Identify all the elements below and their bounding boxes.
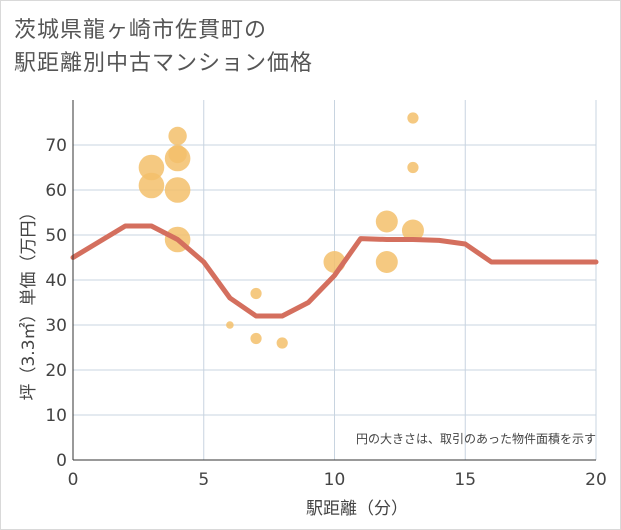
bubble-point-1 [138, 172, 165, 199]
bubble-point-15 [407, 161, 419, 174]
y-tick-label-0: 0 [56, 451, 67, 471]
x-axis-title: 駅距離（分） [306, 499, 408, 519]
chart-title: 茨城県龍ヶ崎市佐貫町の 駅距離別中古マンション価格 [14, 14, 313, 80]
chart-title-line2: 駅距離別中古マンション価格 [14, 51, 314, 76]
axes [72, 100, 596, 461]
y-tick-label-20: 20 [45, 361, 67, 381]
bubble-point-14 [407, 112, 419, 124]
bubble-point-12 [375, 210, 398, 233]
average-line-series [70, 223, 599, 319]
x-tick-label-20: 20 [585, 470, 607, 490]
y-tick-label-30: 30 [45, 316, 67, 336]
bubble-point-4 [164, 145, 191, 172]
x-tick-label-15: 15 [454, 470, 476, 490]
y-tick-label-70: 70 [45, 136, 67, 156]
y-tick-label-40: 40 [45, 271, 67, 291]
x-tick-label-5: 5 [198, 470, 209, 490]
bubble-point-5 [164, 177, 191, 203]
grid-lines [73, 100, 597, 460]
tick-labels: 0 10 20 30 40 50 60 70 0 5 10 15 20 [45, 136, 606, 490]
y-tick-label-50: 50 [45, 226, 67, 246]
bubble-point-7 [226, 321, 234, 329]
bubble-point-9 [250, 332, 262, 345]
chart-title-line1: 茨城県龍ヶ崎市佐貫町の [14, 18, 268, 43]
x-tick-label-0: 0 [68, 470, 79, 490]
bubble-series [138, 112, 424, 349]
y-tick-label-60: 60 [45, 181, 67, 201]
bubble-point-10 [276, 337, 288, 349]
bubble-point-13 [375, 251, 398, 273]
y-tick-label-10: 10 [45, 406, 67, 426]
bubble-point-16 [401, 219, 424, 242]
size-note: 円の大きさは、取引のあった物件面積を示す [356, 431, 596, 446]
bubble-point-0 [138, 154, 165, 181]
bubble-point-2 [168, 126, 187, 146]
average-line [70, 223, 599, 319]
bubble-point-8 [250, 287, 262, 300]
x-tick-label-10: 10 [324, 470, 346, 490]
y-axis-title: 坪（3.3㎡）単価（万円） [19, 203, 39, 400]
